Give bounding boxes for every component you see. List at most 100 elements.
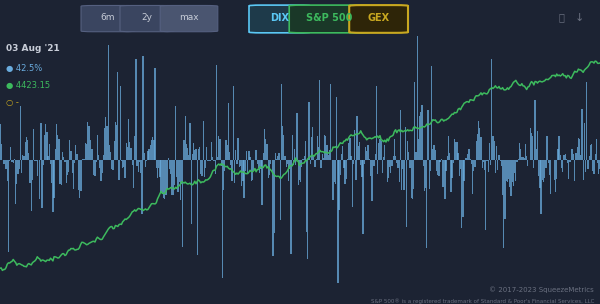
Bar [454,139,455,160]
Bar [182,160,184,247]
Bar [505,160,506,219]
Bar [485,160,487,230]
Bar [31,160,32,211]
Bar [272,160,274,256]
Bar [11,160,13,162]
Bar [123,160,124,167]
Bar [129,142,130,160]
Bar [427,110,428,160]
Bar [89,140,91,160]
Bar [592,160,593,171]
Bar [289,160,290,169]
Bar [15,160,16,204]
Bar [305,141,306,160]
Bar [433,146,434,160]
Bar [199,147,200,160]
Bar [147,151,149,160]
Bar [92,149,93,160]
Bar [164,160,166,199]
FancyBboxPatch shape [289,5,370,33]
Bar [172,160,173,195]
Bar [366,151,367,160]
Bar [418,139,419,160]
Bar [294,149,295,160]
Bar [358,146,359,160]
Bar [10,147,11,160]
Bar [47,156,49,160]
Bar [326,145,328,160]
Bar [101,160,103,173]
Bar [403,160,404,190]
Bar [161,160,163,194]
Bar [59,160,61,184]
Bar [440,159,442,160]
Bar [230,160,232,165]
Bar [205,160,206,168]
Bar [169,160,170,169]
Bar [8,160,9,252]
Bar [287,160,288,164]
Bar [248,151,250,160]
Bar [370,160,371,176]
Bar [574,160,575,181]
Bar [563,155,565,160]
Bar [283,135,284,160]
Bar [365,147,366,160]
Bar [158,160,160,168]
Bar [509,160,511,187]
Bar [130,148,131,160]
Bar [372,160,373,201]
Text: © 2017-2023 SqueezeMetrics: © 2017-2023 SqueezeMetrics [489,286,594,292]
Bar [579,139,580,160]
Bar [290,160,292,254]
Bar [412,160,413,199]
Bar [359,142,360,160]
Bar [151,140,152,160]
Bar [404,126,406,160]
Bar [328,155,329,160]
Bar [432,149,433,160]
FancyBboxPatch shape [349,5,408,33]
Bar [517,160,518,162]
Bar [87,122,88,160]
Bar [116,125,117,160]
Bar [550,160,551,194]
Bar [497,160,499,170]
Bar [587,160,589,169]
Bar [460,160,461,169]
Bar [466,158,467,160]
Bar [17,160,19,174]
Bar [377,160,378,174]
FancyBboxPatch shape [120,5,174,32]
Bar [115,122,116,160]
Bar [494,141,495,160]
Bar [542,160,543,181]
Bar [21,160,22,174]
Bar [445,160,447,171]
Bar [228,103,229,160]
Text: squeezemetrics: squeezemetrics [140,303,460,304]
Bar [46,132,47,160]
Bar [40,123,41,160]
Bar [323,158,324,160]
Bar [304,156,305,160]
Bar [259,160,260,174]
Bar [503,160,505,248]
Bar [395,156,396,160]
Bar [396,160,397,163]
Bar [335,160,336,184]
Bar [146,160,148,161]
Bar [384,145,385,160]
Bar [537,132,538,160]
Bar [368,159,370,160]
Bar [95,160,97,162]
Bar [192,154,193,160]
Bar [284,156,286,160]
Text: 6m: 6m [101,13,115,22]
Bar [149,145,151,160]
Bar [571,150,572,160]
Bar [168,158,169,160]
Bar [382,160,383,173]
Bar [175,106,176,160]
Bar [208,160,209,161]
